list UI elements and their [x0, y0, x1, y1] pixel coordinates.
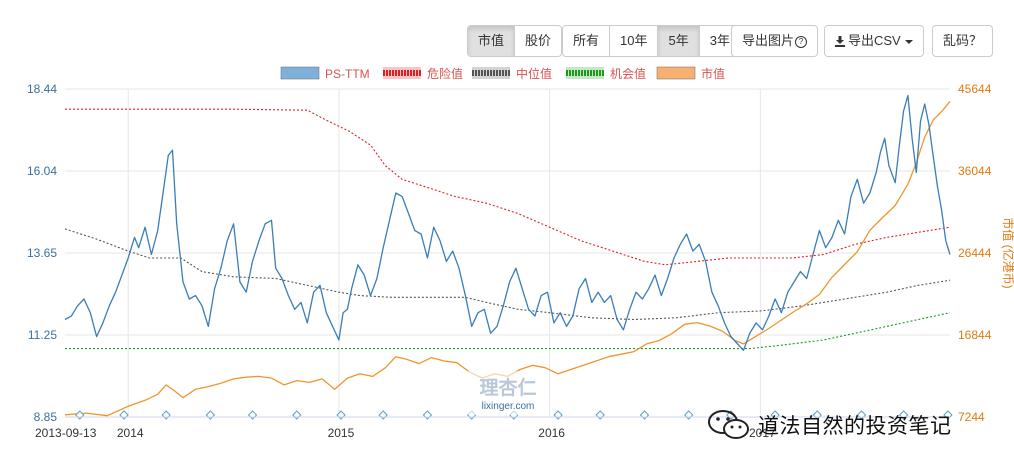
right-axis-tick-label: 36044 — [958, 164, 992, 178]
event-marker — [161, 410, 171, 420]
legend-label: 市值 — [701, 66, 725, 81]
download-icon — [835, 36, 845, 48]
export-image-label: 导出图片 — [742, 33, 795, 48]
left-axis-tick-label: 11.25 — [28, 328, 57, 342]
help-icon: ? — [795, 35, 808, 48]
opportunity-value-line — [65, 312, 951, 350]
range-10y-button[interactable]: 10年 — [610, 26, 659, 56]
legend-label: PS-TTM — [325, 67, 370, 81]
ps-ttm-line — [64, 94, 951, 351]
event-marker — [75, 410, 85, 420]
range-all-button[interactable]: 所有 — [563, 26, 611, 56]
x-axis-tick-label: 2017 — [749, 426, 776, 440]
chevron-down-icon — [904, 39, 913, 44]
left-axis-tick-label: 18.44 — [27, 82, 57, 96]
chart-grid — [65, 88, 950, 418]
legend-label: 机会值 — [610, 66, 646, 81]
event-marker — [336, 410, 346, 420]
left-axis-tick-label: 13.65 — [27, 246, 57, 260]
watermark-logo-text: 理杏仁 — [479, 376, 536, 399]
event-marker — [553, 410, 563, 420]
chart-axes: 18.44 45644 16.04 36044 13.65 26444 11.25 16844… — [27, 82, 1014, 440]
watermark-logo-url: lixinger.com — [482, 401, 535, 412]
x-axis-tick-label: 2015 — [328, 426, 355, 440]
event-marker — [205, 410, 216, 420]
right-axis-title: 市值 (亿港币) — [1001, 217, 1014, 288]
legend-swatch — [280, 66, 320, 80]
legend-swatch — [656, 66, 696, 80]
range-5y-button[interactable]: 5年 — [658, 26, 700, 56]
event-marker — [422, 410, 433, 420]
event-marker — [378, 410, 388, 420]
market-cap-toggle-button[interactable]: 市值 — [468, 26, 516, 56]
export-image-button[interactable]: 导出图片? — [731, 25, 819, 57]
event-marker — [639, 410, 650, 420]
garbled-text-button[interactable]: 乱码？ — [932, 25, 994, 57]
chart-series — [64, 94, 951, 417]
legend-label: 中位值 — [516, 66, 552, 81]
event-marker — [292, 410, 302, 420]
metric-toggle-group: 市值 股价 — [467, 25, 563, 57]
wechat-icon — [708, 410, 749, 439]
event-marker — [684, 410, 694, 420]
median-value-line — [64, 228, 951, 321]
right-axis-tick-label: 45644 — [958, 82, 992, 96]
range-3y-button[interactable]: 3年 — [709, 33, 730, 48]
left-axis-tick-label: 16.04 — [27, 164, 57, 178]
left-axis-tick-label: 8.85 — [34, 410, 58, 424]
event-marker — [247, 410, 258, 420]
market-cap-line — [64, 100, 951, 417]
wechat-account-name: 道法自然的投资笔记 — [758, 415, 952, 438]
danger-value-line — [65, 108, 951, 266]
export-csv-button[interactable]: 导出CSV — [824, 25, 924, 57]
right-axis-tick-label: 7244 — [958, 410, 985, 424]
lixinger-watermark: 理杏仁 lixinger.com — [468, 371, 548, 415]
event-marker — [595, 410, 605, 420]
right-axis-tick-label: 26444 — [958, 246, 992, 260]
export-csv-label: 导出CSV — [848, 33, 901, 48]
event-marker — [119, 410, 129, 420]
stock-price-toggle-button[interactable]: 股价 — [525, 33, 552, 48]
chart-legend: PS-TTM 危险值 中位值 机会值 市值 — [280, 66, 725, 81]
x-axis-tick-label: 2014 — [117, 426, 144, 440]
time-range-group: 所有 10年 5年 3年 — [562, 25, 741, 57]
legend-label: 危险值 — [427, 66, 463, 81]
x-axis-tick-label: 2016 — [538, 426, 565, 440]
right-axis-tick-label: 16844 — [958, 328, 992, 342]
x-axis-start-label: 2013-09-13 — [35, 426, 97, 440]
